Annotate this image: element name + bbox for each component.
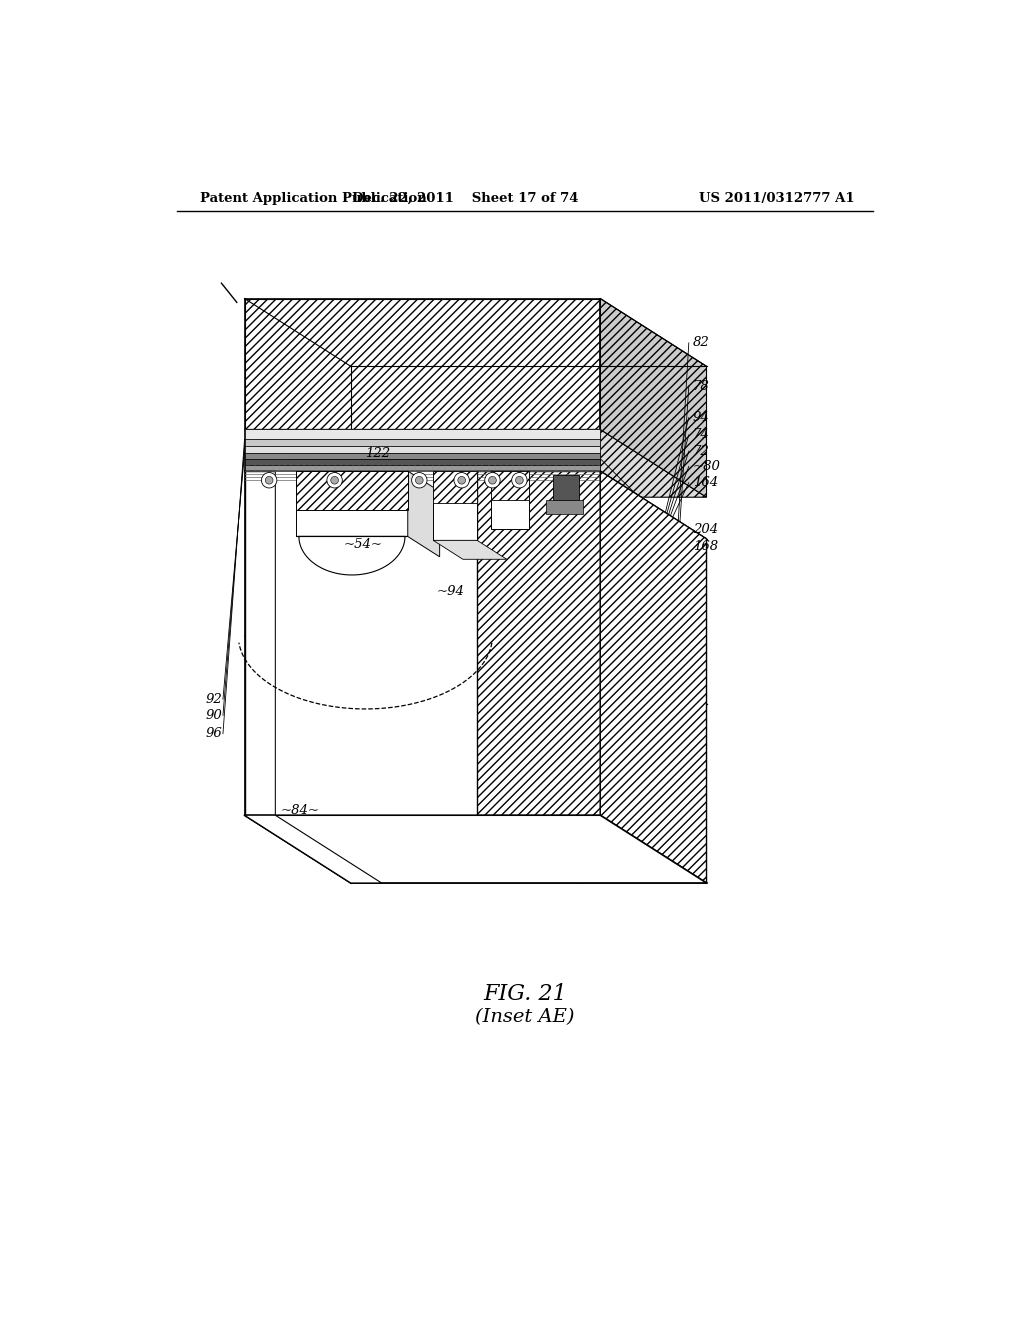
Circle shape: [454, 473, 469, 488]
Text: US 2011/0312777 A1: US 2011/0312777 A1: [698, 191, 854, 205]
Polygon shape: [433, 471, 477, 503]
Circle shape: [512, 473, 527, 488]
Circle shape: [515, 477, 523, 484]
Text: ~54~: ~54~: [344, 539, 383, 552]
Text: Dec. 22, 2011  Sheet 17 of 74: Dec. 22, 2011 Sheet 17 of 74: [352, 191, 579, 205]
Polygon shape: [245, 440, 600, 446]
Polygon shape: [547, 500, 583, 515]
Polygon shape: [490, 471, 529, 529]
Text: 92: 92: [205, 693, 222, 706]
Text: FIG. 21: FIG. 21: [483, 983, 566, 1005]
Circle shape: [265, 477, 273, 484]
Circle shape: [458, 477, 466, 484]
Text: Patent Application Publication: Patent Application Publication: [200, 191, 427, 205]
Text: 204: 204: [692, 523, 718, 536]
Polygon shape: [600, 298, 707, 498]
Polygon shape: [600, 471, 707, 883]
Polygon shape: [433, 471, 477, 540]
Circle shape: [484, 473, 500, 488]
Text: ~80: ~80: [692, 459, 721, 473]
Polygon shape: [245, 816, 382, 883]
Circle shape: [412, 473, 427, 488]
Text: 168: 168: [692, 540, 718, 553]
Text: 122: 122: [366, 446, 390, 459]
Polygon shape: [296, 536, 408, 576]
Polygon shape: [245, 465, 600, 471]
Polygon shape: [245, 298, 600, 429]
Polygon shape: [245, 459, 600, 465]
Circle shape: [327, 473, 342, 488]
Text: 96: 96: [205, 727, 222, 741]
Polygon shape: [245, 446, 600, 453]
Polygon shape: [245, 429, 707, 498]
Polygon shape: [553, 475, 579, 500]
Text: 78: 78: [692, 380, 710, 392]
Text: (Inset AE): (Inset AE): [475, 1008, 574, 1026]
Polygon shape: [245, 471, 707, 539]
Polygon shape: [275, 471, 477, 816]
Polygon shape: [433, 540, 507, 560]
Polygon shape: [245, 453, 600, 459]
Circle shape: [416, 477, 423, 484]
Polygon shape: [245, 471, 275, 816]
Polygon shape: [490, 471, 529, 500]
Polygon shape: [245, 816, 707, 883]
Text: 90: 90: [205, 709, 222, 722]
Text: 72: 72: [692, 445, 710, 458]
Polygon shape: [245, 429, 600, 440]
Text: 164: 164: [692, 477, 718, 490]
Circle shape: [488, 477, 497, 484]
Polygon shape: [408, 471, 439, 557]
Text: 74: 74: [692, 429, 710, 441]
Circle shape: [331, 477, 339, 484]
Text: 94: 94: [692, 411, 710, 424]
Text: ~84~: ~84~: [281, 804, 319, 817]
Text: ~94: ~94: [436, 585, 464, 598]
Polygon shape: [296, 471, 408, 536]
Text: 82: 82: [692, 337, 710, 350]
Circle shape: [261, 473, 276, 488]
Polygon shape: [477, 471, 600, 816]
Polygon shape: [296, 471, 408, 510]
